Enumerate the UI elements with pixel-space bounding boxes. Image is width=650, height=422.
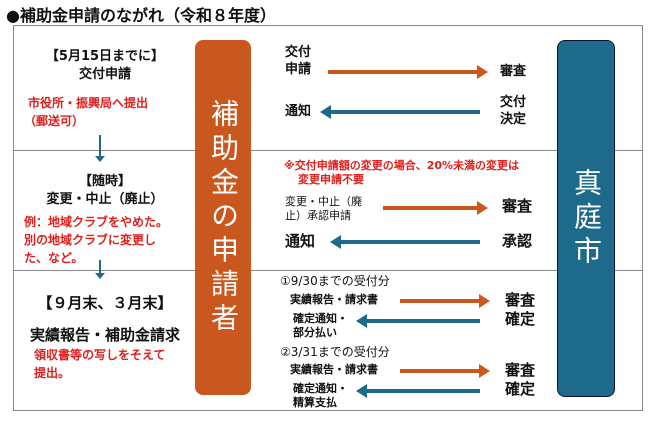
row-divider <box>13 270 643 271</box>
flow-to: 審査 <box>502 197 533 215</box>
row3-note: 提出。 <box>34 366 71 380</box>
flow-from: 通知 <box>285 232 316 250</box>
left-arrow-icon <box>320 105 480 119</box>
diagram-frame <box>13 25 643 411</box>
flow-from: 交付 申請 <box>285 45 312 77</box>
reply-label: 確定通知・ 部分払い <box>293 312 348 339</box>
row3-note: 領収書等の写しをそえて <box>34 348 166 362</box>
send-label: 実績報告・請求書 <box>290 293 378 306</box>
city-review: 審査 <box>505 291 536 309</box>
applicant-pillar: 補助金の申請者 <box>195 40 251 395</box>
row1-subheading: 交付申請 <box>78 67 131 82</box>
left-arrow-icon <box>330 235 480 249</box>
flow-from: 変更・中止（廃 止）承認申請 <box>285 195 362 222</box>
flow-to: 承認 <box>502 232 533 250</box>
row2-note: た、など。 <box>24 251 84 265</box>
send-label: 実績報告・請求書 <box>290 363 378 376</box>
right-arrow-icon <box>328 65 488 79</box>
flow-to: 交付 決定 <box>500 95 527 127</box>
page-title: ●補助金申請のながれ（令和８年度） <box>6 6 276 25</box>
row1-note: （郵送可） <box>24 114 85 128</box>
right-arrow-icon <box>400 364 490 378</box>
reply-label: 確定通知・ 精算支払 <box>293 382 348 409</box>
row3-heading: 【９月末、３月末】 <box>37 294 173 312</box>
flow-from: 通知 <box>285 104 312 119</box>
flow-to: 審査 <box>500 64 527 79</box>
down-arrow-icon <box>95 260 105 279</box>
remark: 変更申請不要 <box>298 173 364 186</box>
row1-note: 市役所・振興局へ提出 <box>28 96 149 110</box>
group-label: ①9/30までの受付分 <box>280 274 390 288</box>
row3-subheading: 実績報告・補助金請求 <box>29 326 180 344</box>
row2-note: 別の地域クラブに変更し <box>24 233 157 247</box>
remark: ※交付申請額の変更の場合、20%未満の変更は <box>284 159 520 172</box>
row1-heading: 【5月15日までに】 <box>45 49 165 64</box>
city-pillar: 真庭市 <box>557 40 615 397</box>
left-arrow-icon <box>356 314 480 328</box>
city-confirm: 確定 <box>505 380 536 398</box>
row2-heading: 【随時】 <box>78 174 131 189</box>
row2-note: 例：地域クラブをやめた。 <box>24 215 169 229</box>
right-arrow-icon <box>400 294 490 308</box>
city-review: 審査 <box>505 361 536 379</box>
group-label: ②3/31までの受付分 <box>280 345 390 359</box>
left-arrow-icon <box>356 384 480 398</box>
down-arrow-icon <box>95 135 105 162</box>
row2-subheading: 変更・中止（廃止） <box>46 192 164 207</box>
city-confirm: 確定 <box>505 310 536 328</box>
right-arrow-icon <box>383 201 488 215</box>
row-divider <box>13 150 643 151</box>
